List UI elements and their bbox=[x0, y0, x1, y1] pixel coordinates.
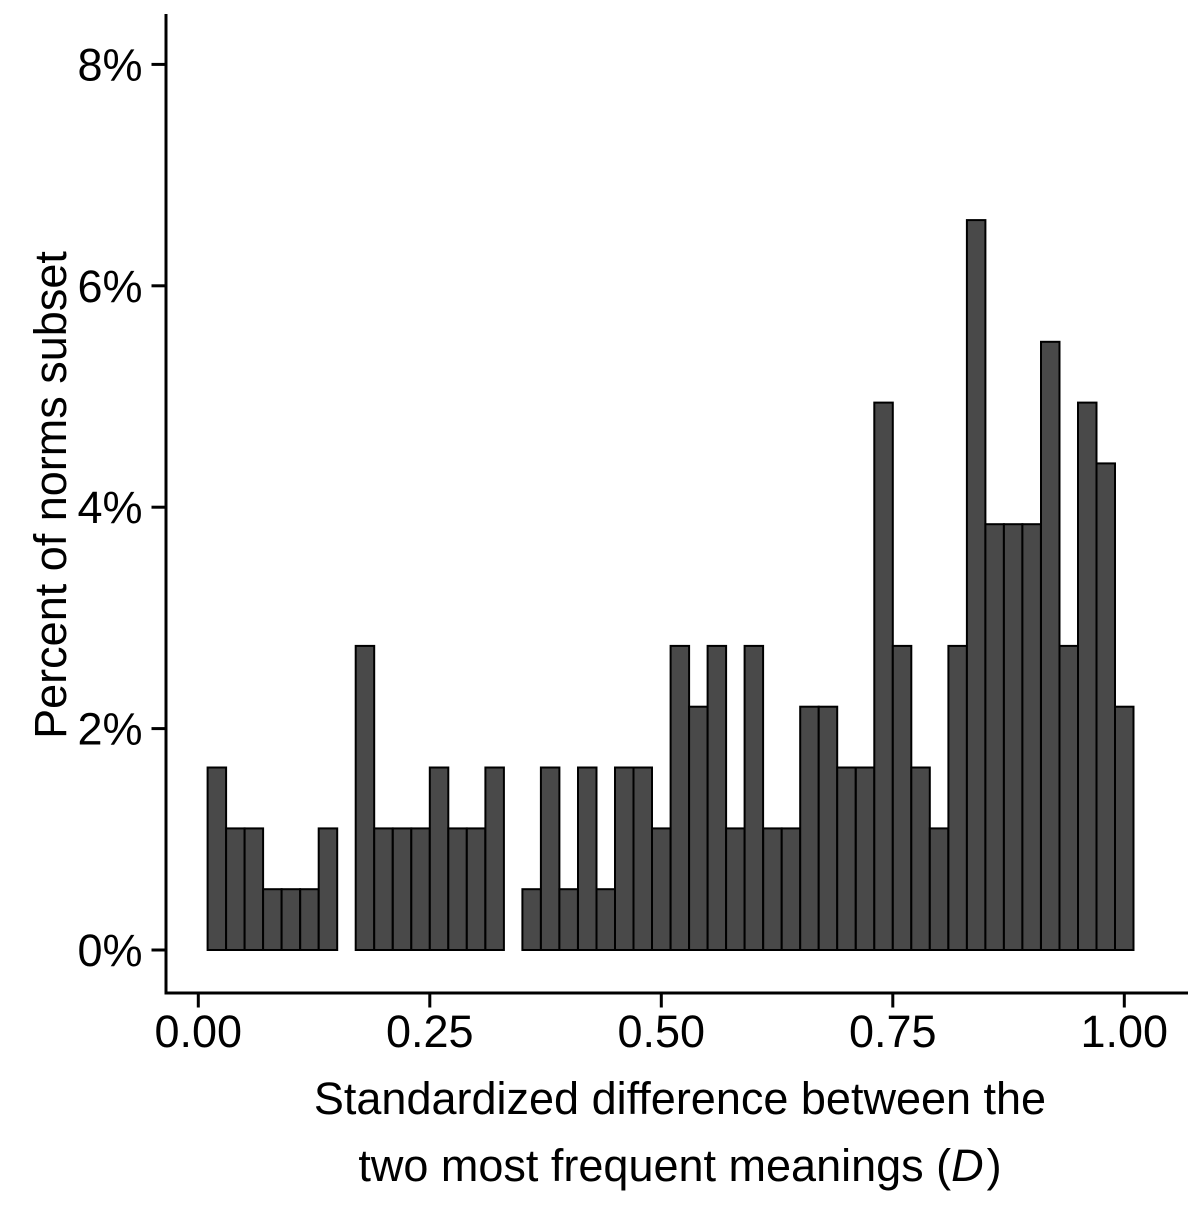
x-tick-label: 0.75 bbox=[849, 1006, 937, 1057]
y-tick bbox=[151, 284, 165, 288]
histogram-bar bbox=[1095, 462, 1116, 951]
histogram-bar bbox=[577, 766, 598, 951]
histogram-bar bbox=[947, 644, 968, 952]
histogram-bar bbox=[539, 766, 561, 951]
histogram-bar bbox=[558, 888, 579, 952]
histogram-bar bbox=[1077, 401, 1098, 952]
histogram-bar bbox=[928, 827, 950, 952]
histogram-bar bbox=[743, 644, 765, 952]
histogram-bar bbox=[262, 888, 283, 952]
x-tick-label: 0.00 bbox=[155, 1006, 243, 1057]
histogram-bar bbox=[984, 523, 1005, 951]
y-tick bbox=[151, 62, 165, 66]
y-tick bbox=[151, 505, 165, 509]
histogram-bar bbox=[854, 766, 876, 951]
histogram-bar bbox=[1114, 705, 1135, 952]
histogram-bar bbox=[799, 705, 820, 952]
x-tick bbox=[196, 994, 200, 1008]
histogram-bar bbox=[706, 644, 728, 952]
histogram-bar bbox=[965, 219, 987, 952]
histogram-bar bbox=[1002, 523, 1024, 951]
histogram-bar bbox=[836, 766, 857, 951]
y-tick-label: 2% bbox=[77, 704, 142, 755]
histogram-bar bbox=[873, 401, 894, 952]
histogram-bar bbox=[447, 827, 468, 952]
x-axis-title-line1: Standardized difference between the bbox=[314, 1073, 1046, 1124]
y-axis-line bbox=[164, 14, 168, 995]
histogram-bar bbox=[465, 827, 487, 952]
x-tick bbox=[1122, 994, 1126, 1008]
histogram-bar bbox=[299, 888, 320, 952]
y-tick-label: 8% bbox=[77, 39, 142, 90]
histogram-bar bbox=[206, 766, 228, 951]
histogram-bar bbox=[614, 766, 635, 951]
histogram-bar bbox=[317, 827, 339, 952]
histogram-bar bbox=[651, 827, 672, 952]
y-tick-label: 0% bbox=[77, 925, 142, 976]
histogram-bar bbox=[632, 766, 653, 951]
histogram-bar bbox=[280, 888, 302, 952]
histogram-bar bbox=[225, 827, 246, 952]
histogram-bar bbox=[688, 705, 709, 952]
histogram-bar bbox=[910, 766, 931, 951]
histogram-bar bbox=[669, 644, 691, 952]
histogram-bar bbox=[817, 705, 839, 952]
histogram-bar bbox=[595, 888, 616, 952]
x-tick bbox=[659, 994, 663, 1008]
y-tick-label: 4% bbox=[77, 482, 142, 533]
y-tick bbox=[151, 727, 165, 731]
x-tick bbox=[428, 994, 432, 1008]
y-tick bbox=[151, 948, 165, 952]
histogram-bar bbox=[762, 827, 783, 952]
histogram-bar bbox=[1021, 523, 1042, 951]
histogram-bar bbox=[1058, 644, 1079, 952]
histogram-bar bbox=[521, 888, 542, 952]
histogram-bar bbox=[780, 827, 802, 952]
x-axis-title-line2: two most frequent meanings (D) bbox=[358, 1140, 1001, 1191]
histogram-bar bbox=[1040, 340, 1061, 951]
y-axis-title: Percent of norms subset bbox=[25, 251, 76, 739]
histogram-bar bbox=[410, 827, 431, 952]
y-tick-label: 6% bbox=[77, 261, 142, 312]
histogram-bar bbox=[428, 766, 450, 951]
x-tick-label: 0.25 bbox=[386, 1006, 474, 1057]
histogram-bar bbox=[354, 644, 376, 952]
x-tick-label: 1.00 bbox=[1081, 1006, 1169, 1057]
histogram-bar bbox=[391, 827, 413, 952]
x-tick bbox=[891, 994, 895, 1008]
histogram-bar bbox=[484, 766, 505, 951]
histogram-bar bbox=[891, 644, 913, 952]
histogram-bar bbox=[373, 827, 394, 952]
x-axis-line bbox=[164, 991, 1188, 995]
x-tick-label: 0.50 bbox=[618, 1006, 706, 1057]
histogram-bar bbox=[725, 827, 746, 952]
histogram-bar bbox=[243, 827, 265, 952]
